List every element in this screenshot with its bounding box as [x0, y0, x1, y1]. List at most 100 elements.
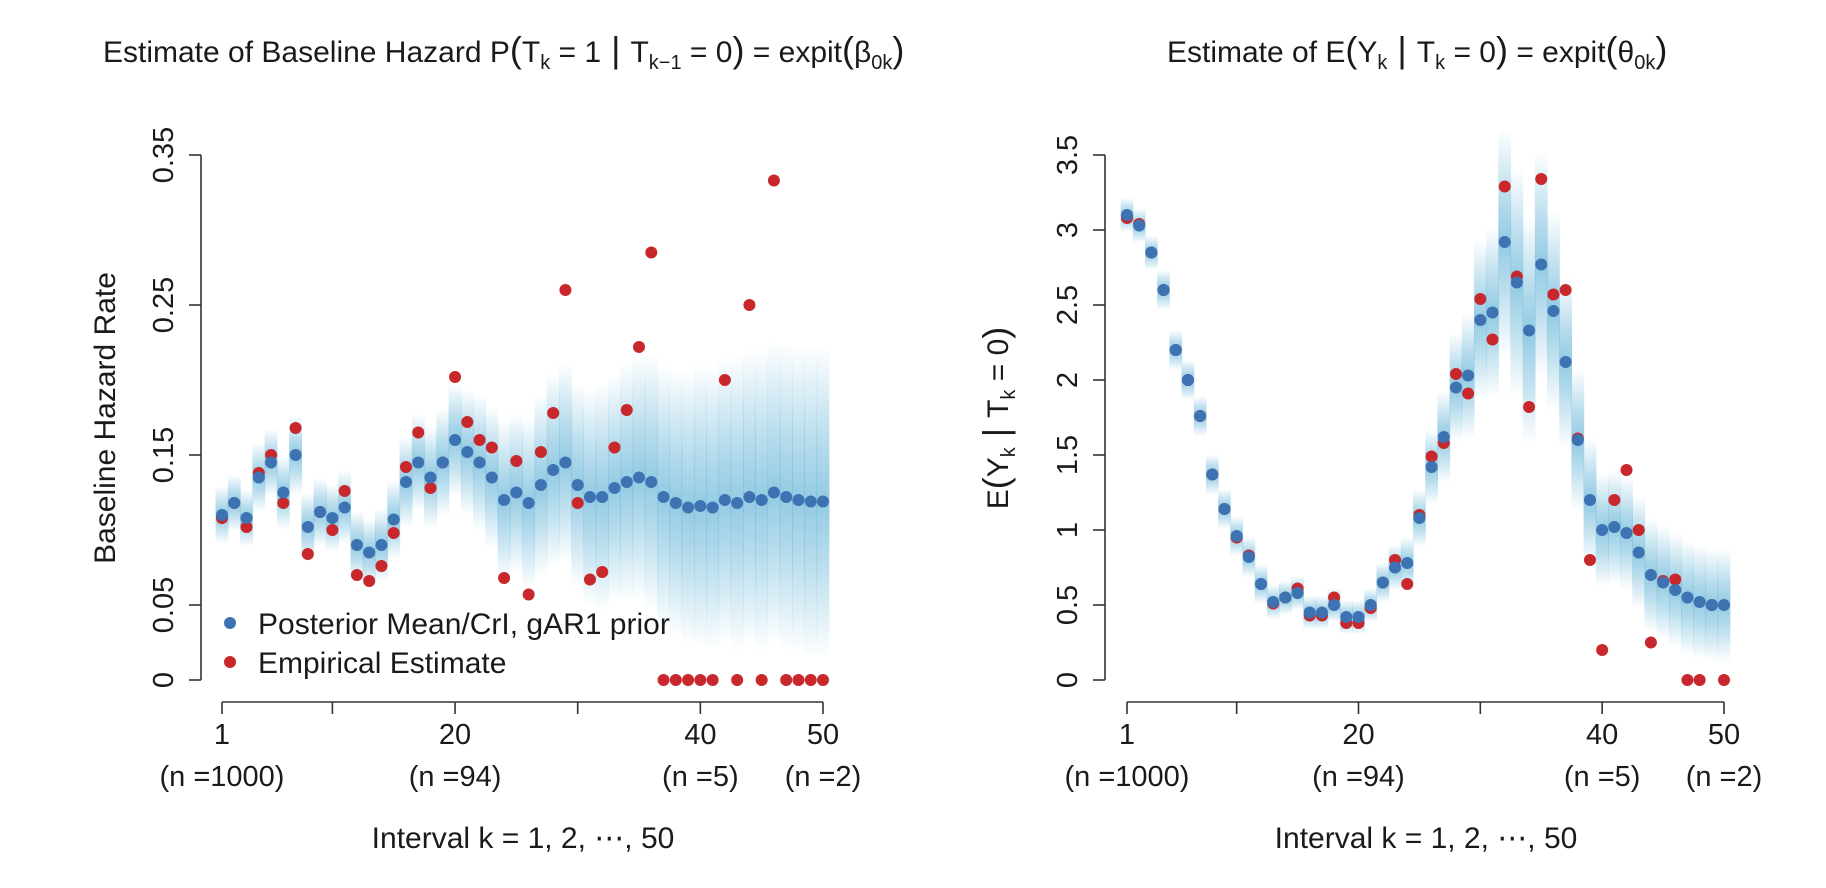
posterior-mean-point [1449, 381, 1462, 394]
x-tick-label: 40 [1586, 719, 1618, 751]
posterior-mean-point [706, 501, 719, 514]
y-tick-label: 0.25 [148, 277, 180, 333]
posterior-mean-point [1583, 494, 1596, 506]
posterior-mean-point [1352, 611, 1365, 623]
empirical-point [1596, 644, 1609, 656]
empirical-point [485, 441, 498, 454]
posterior-mean-point [350, 539, 363, 551]
posterior-mean-point [633, 471, 646, 484]
posterior-mean-point [1194, 410, 1207, 422]
posterior-mean-point [1608, 521, 1621, 533]
y-tick-label: 0.35 [148, 127, 180, 183]
posterior-mean-point [436, 456, 449, 469]
posterior-mean-point [314, 506, 327, 518]
posterior-mean-point [1693, 596, 1706, 608]
posterior-mean-point [1596, 524, 1609, 536]
chart-baseline-hazard: Estimate of Baseline Hazard P(Tk = 1 | T… [89, 29, 904, 855]
empirical-point [682, 674, 695, 686]
empirical-point [1449, 368, 1462, 380]
y-tick-label: 2.5 [1052, 285, 1084, 325]
x-tick-label: 20 [1342, 719, 1374, 751]
posterior-mean-point [547, 464, 560, 476]
posterior-mean-point [1705, 599, 1718, 611]
posterior-mean-point [510, 486, 523, 499]
posterior-mean-point [289, 449, 302, 461]
posterior-mean-point [767, 486, 780, 499]
empirical-point [780, 674, 793, 686]
posterior-mean-point [1303, 606, 1316, 619]
y-tick-label: 0.05 [148, 577, 180, 633]
posterior-mean-point [1571, 434, 1584, 446]
posterior-mean-point [1559, 356, 1572, 368]
chart-title-left: Estimate of Baseline Hazard P(Tk = 1 | T… [103, 29, 904, 74]
sample-size-label: (n =1000) [160, 761, 285, 793]
posterior-mean-point [1510, 276, 1523, 289]
empirical-point [547, 407, 560, 419]
empirical-point [583, 573, 596, 586]
posterior-mean-point [743, 491, 756, 503]
chart-expected-outcome: Estimate of E(Yk | Tk = 0) = expit(θ0k) … [975, 29, 1762, 855]
posterior-mean-point [608, 482, 621, 494]
posterior-mean-point [583, 491, 596, 503]
posterior-mean-point [228, 497, 241, 509]
empirical-point [1474, 293, 1487, 305]
y-axis-label-right: E(Yk | Tk = 0) [975, 327, 1020, 510]
y-tick-label: 0 [148, 672, 180, 688]
posterior-mean-point [412, 456, 425, 469]
posterior-mean-point [1291, 587, 1304, 599]
posterior-mean-point [1181, 374, 1194, 386]
posterior-mean-point [792, 494, 805, 506]
posterior-mean-point [1255, 578, 1268, 590]
empirical-point [1681, 674, 1694, 686]
empirical-point [1669, 573, 1682, 586]
x-axis-label-left: Interval k = 1, 2, ⋯, 50 [372, 822, 675, 855]
posterior-mean-point [265, 456, 278, 469]
chart-title-right: Estimate of E(Yk | Tk = 0) = expit(θ0k) [1167, 29, 1667, 74]
empirical-point [399, 461, 412, 473]
sample-size-label: (n =5) [1564, 761, 1641, 793]
posterior-mean-point [399, 476, 412, 488]
empirical-point [1486, 333, 1499, 346]
posterior-mean-point [1206, 468, 1219, 481]
empirical-point [289, 422, 302, 434]
posterior-mean-point [1279, 591, 1292, 604]
posterior-mean-point [252, 471, 265, 484]
posterior-mean-point [363, 546, 376, 559]
posterior-mean-point [485, 471, 498, 484]
empirical-point [473, 434, 486, 446]
y-tick-label: 0.5 [1052, 585, 1084, 625]
posterior-mean-point [1364, 599, 1377, 611]
posterior-mean-point [1121, 209, 1133, 221]
legend-marker-posterior [224, 617, 236, 629]
posterior-mean-point [216, 509, 228, 521]
posterior-mean-point [1644, 569, 1657, 581]
posterior-mean-point [1413, 512, 1426, 524]
empirical-point [755, 674, 768, 686]
posterior-mean-point [1389, 561, 1402, 574]
empirical-point [1535, 173, 1548, 185]
posterior-mean-point [1328, 599, 1341, 611]
empirical-point [1608, 494, 1621, 506]
posterior-mean-point [1535, 258, 1548, 271]
posterior-mean-point [645, 476, 658, 488]
posterior-mean-point [718, 494, 731, 506]
posterior-mean-point [534, 479, 547, 491]
empirical-point [1693, 674, 1706, 686]
empirical-point [326, 524, 339, 536]
posterior-mean-point [1474, 314, 1487, 326]
empirical-point [412, 426, 425, 439]
posterior-mean-point [804, 495, 817, 508]
sample-size-label: (n =94) [409, 761, 502, 793]
posterior-mean-point [817, 495, 829, 508]
posterior-mean-point [498, 494, 511, 506]
y-axis-right: 0 0.5 1 1.5 2 2.5 3 3.5 [1052, 135, 1106, 688]
posterior-mean-point [731, 497, 744, 509]
posterior-mean-point [449, 434, 462, 446]
empirical-point [620, 404, 633, 416]
x-tick-label: 1 [1119, 719, 1135, 751]
posterior-mean-point [682, 501, 695, 514]
empirical-point [350, 569, 363, 581]
x-tick-label: 50 [807, 719, 839, 751]
posterior-mean-point [694, 500, 707, 512]
empirical-point [534, 446, 547, 458]
